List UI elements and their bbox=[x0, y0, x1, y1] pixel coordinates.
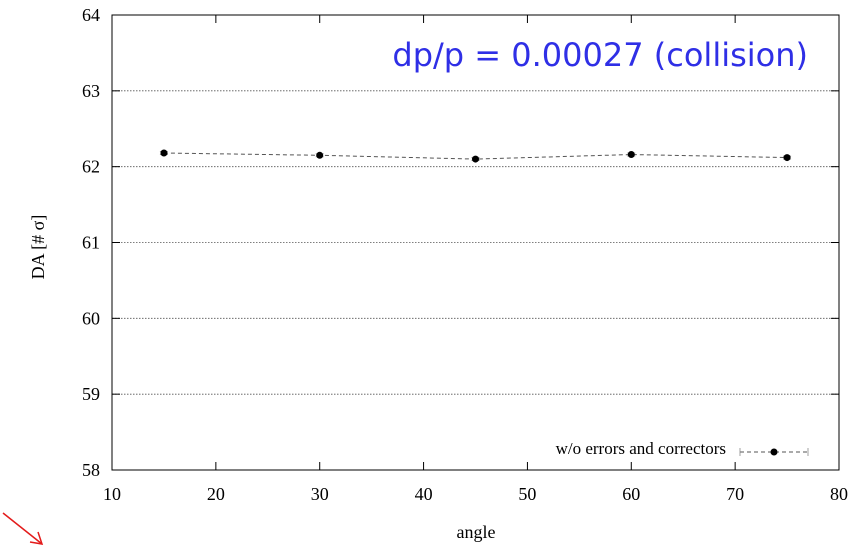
x-tick-label: 60 bbox=[622, 484, 640, 504]
y-tick-label: 63 bbox=[82, 81, 100, 101]
x-tick-label: 10 bbox=[103, 484, 121, 504]
data-point bbox=[627, 151, 635, 159]
x-tick-label: 70 bbox=[726, 484, 744, 504]
legend: w/o errors and correctors bbox=[556, 439, 809, 458]
x-tick-label: 50 bbox=[518, 484, 536, 504]
annotation-text: dp/p = 0.00027 (collision) bbox=[392, 36, 808, 74]
data-point bbox=[160, 149, 168, 157]
y-tick-label: 61 bbox=[82, 233, 100, 253]
x-tick-label: 40 bbox=[415, 484, 433, 504]
x-tick-label: 30 bbox=[311, 484, 329, 504]
x-tick-label: 80 bbox=[830, 484, 848, 504]
arrow-icon bbox=[2, 512, 44, 545]
data-point bbox=[783, 154, 791, 162]
y-tick-label: 58 bbox=[82, 460, 100, 480]
y-tick-labels: 58 59 60 61 62 63 64 bbox=[82, 5, 100, 480]
tick-marks bbox=[111, 14, 840, 471]
x-tick-labels: 10 20 30 40 50 60 70 80 bbox=[103, 484, 848, 504]
y-tick-label: 62 bbox=[82, 157, 100, 177]
legend-marker bbox=[770, 448, 778, 456]
grid-lines bbox=[112, 90, 839, 395]
x-axis-label: angle bbox=[457, 522, 496, 542]
y-tick-label: 60 bbox=[82, 308, 100, 328]
legend-sample bbox=[739, 448, 809, 456]
y-axis-label: DA [# σ] bbox=[28, 215, 48, 280]
legend-label: w/o errors and correctors bbox=[556, 439, 726, 458]
data-point bbox=[316, 151, 324, 159]
y-tick-label: 64 bbox=[82, 5, 100, 25]
y-tick-label: 59 bbox=[82, 384, 100, 404]
data-point bbox=[472, 155, 479, 163]
x-tick-label: 20 bbox=[207, 484, 225, 504]
series-layer bbox=[159, 149, 792, 163]
